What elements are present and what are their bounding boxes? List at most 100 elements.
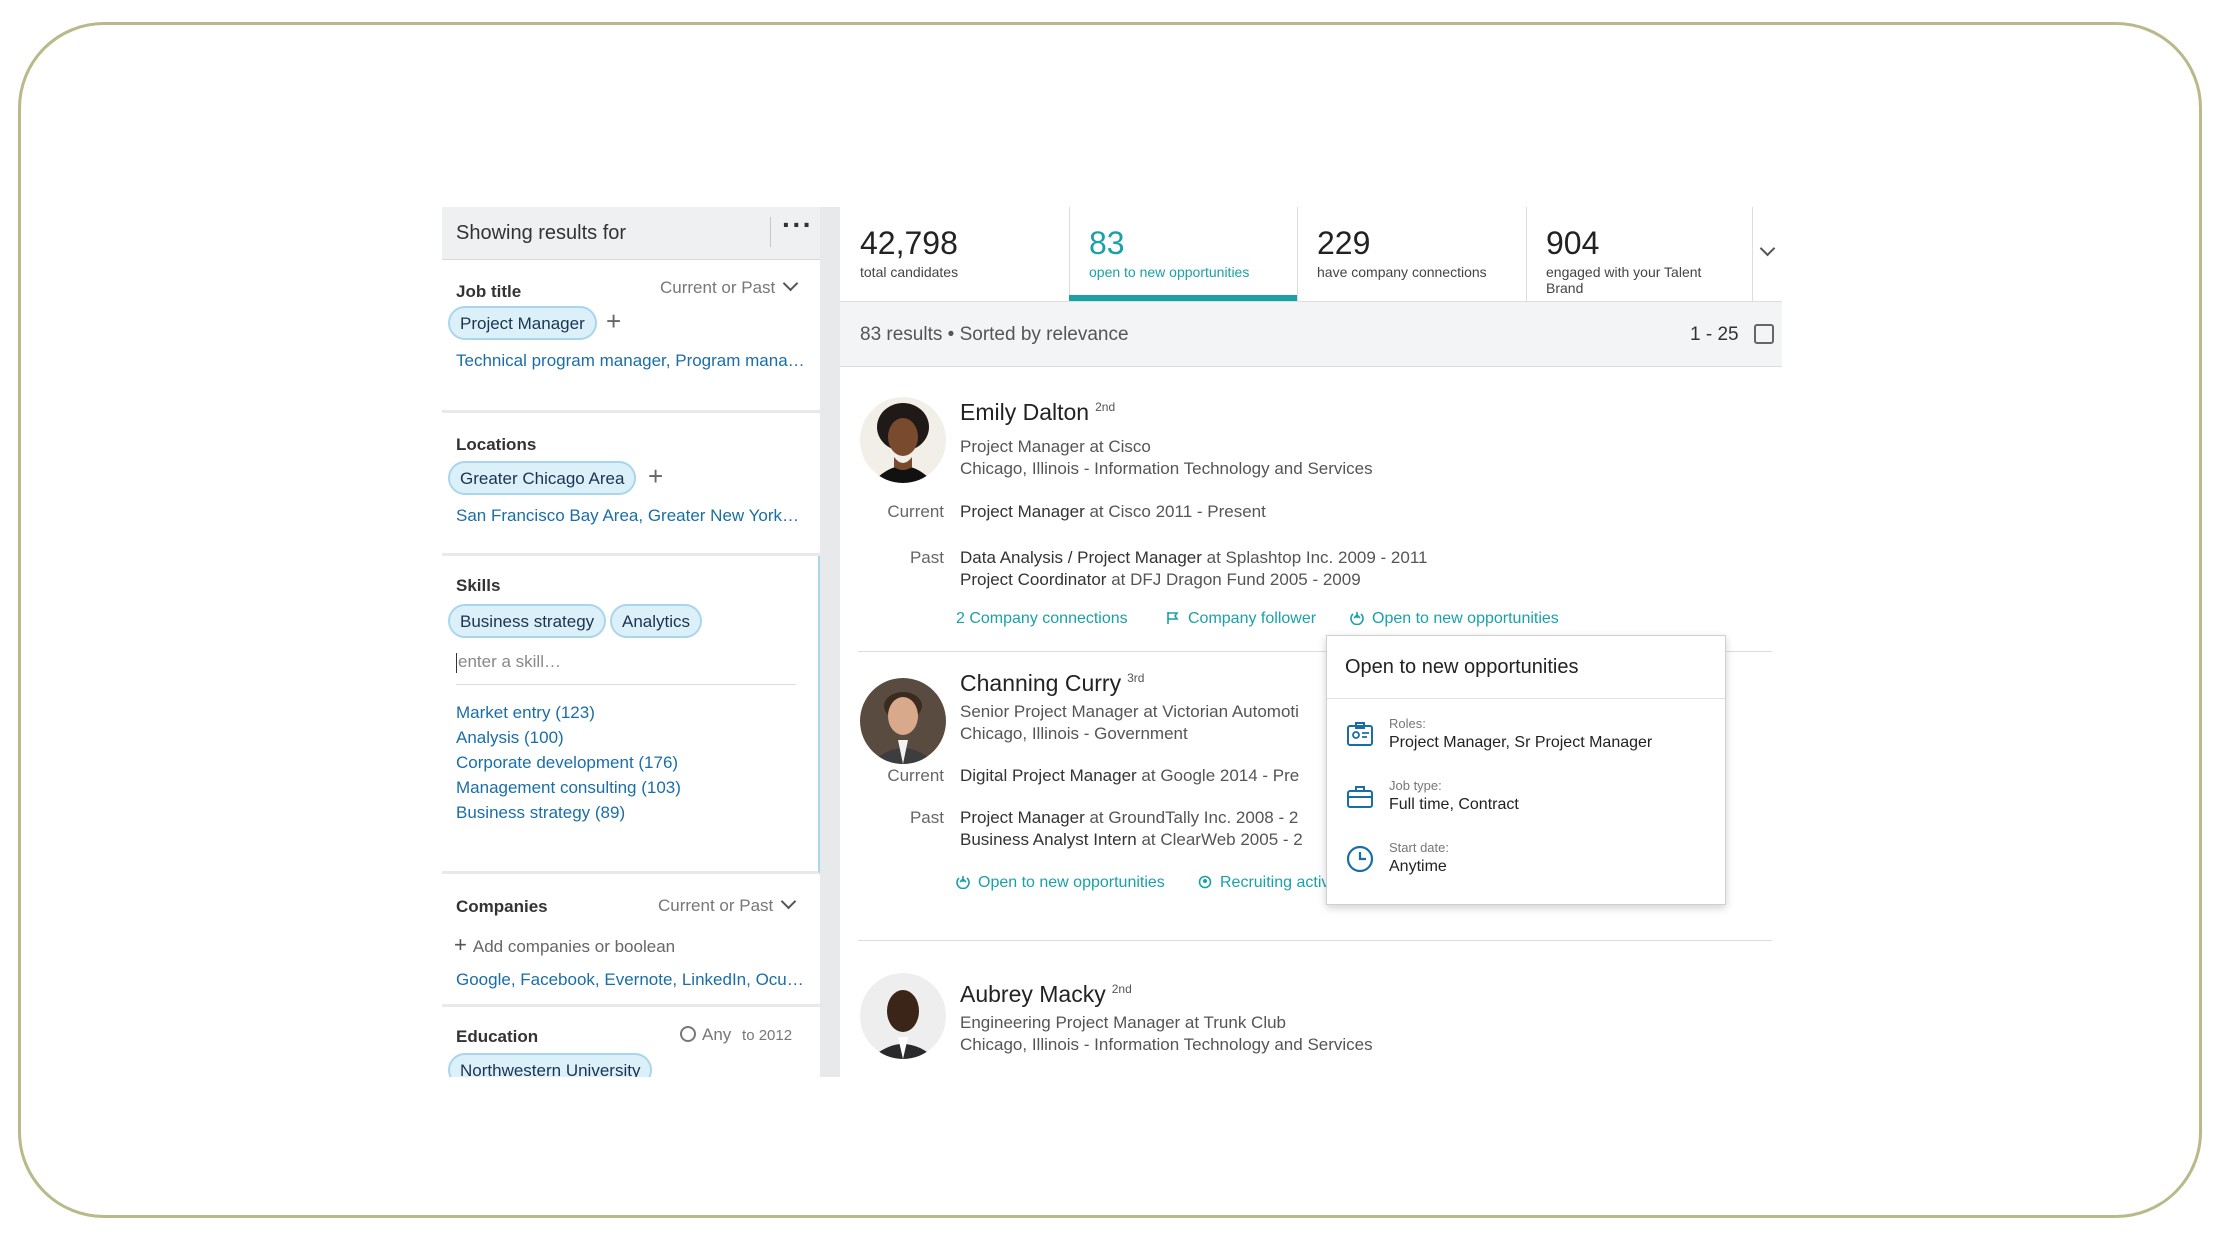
card-divider — [858, 651, 1772, 652]
past-details: at DFJ Dragon Fund 2005 - 2009 — [1106, 570, 1361, 589]
current-label: Current — [887, 502, 944, 521]
avatar-photo-icon — [860, 973, 946, 1059]
chip-greater-chicago-area[interactable]: Greater Chicago Area — [448, 461, 637, 495]
stat-talent-brand[interactable]: 904 engaged with your Talent Brand — [1526, 207, 1753, 301]
current-details: at Cisco 2011 - Present — [1084, 502, 1266, 521]
popover-label: Roles: — [1389, 716, 1426, 731]
candidate-headline: Senior Project Manager at Victorian Auto… — [960, 702, 1299, 721]
past-position: Business Analyst Intern at ClearWeb 2005… — [960, 830, 1303, 850]
sidebar-scrollbar[interactable] — [820, 207, 840, 1077]
job-title-label: Job title — [456, 282, 522, 301]
select-all-checkbox[interactable] — [1754, 324, 1774, 344]
location-suggestions[interactable]: San Francisco Bay Area, Greater New York… — [456, 506, 799, 525]
skill-input-underline — [456, 684, 796, 685]
locations-section: Locations Greater Chicago Area + San Fra… — [442, 413, 820, 556]
chevron-down-icon — [782, 275, 799, 292]
education-date-range[interactable]: Any to 2012 — [680, 1025, 792, 1045]
company-follower-label: Company follower — [1188, 610, 1317, 627]
past-role: Data Analysis / Project Manager — [960, 548, 1202, 567]
chevron-down-icon — [780, 893, 797, 910]
open-to-opportunities-link[interactable]: Open to new opportunities — [956, 874, 1165, 892]
add-location-icon[interactable]: + — [648, 461, 664, 491]
skill-suggestion[interactable]: Business strategy (89) — [456, 803, 626, 822]
past-details: at ClearWeb 2005 - 2 — [1136, 830, 1303, 849]
open-to-opportunities-popover: Open to new opportunities Roles: Project… — [1326, 635, 1726, 905]
refresh-icon — [680, 1026, 696, 1042]
recruiting-activity-link[interactable]: Recruiting activity — [1198, 874, 1345, 892]
open-to-opportunities-link[interactable]: Open to new opportunities — [1350, 610, 1559, 628]
skill-suggestion[interactable]: Management consulting (103) — [456, 778, 681, 797]
more-options-icon[interactable]: ··· — [782, 209, 813, 240]
range-to: to 2012 — [742, 1027, 793, 1044]
skill-input[interactable]: enter a skill… — [456, 652, 561, 673]
avatar[interactable] — [860, 397, 946, 483]
connection-degree: 3rd — [1127, 671, 1145, 686]
companies-filter-dropdown[interactable]: Current or Past — [658, 893, 797, 916]
candidate-headline: Engineering Project Manager at Trunk Clu… — [960, 1013, 1287, 1032]
sidebar-header: Showing results for ··· — [442, 207, 820, 260]
candidate-name[interactable]: Aubrey Macky 2nd — [960, 981, 1132, 1008]
stat-open-to-opportunities[interactable]: 83 open to new opportunities — [1069, 207, 1298, 301]
chip-northwestern-university[interactable]: Northwestern University — [448, 1053, 653, 1077]
skill-input-placeholder: enter a skill… — [458, 652, 561, 671]
flag-icon — [1167, 612, 1179, 624]
stat-number: 83 — [1089, 225, 1125, 261]
clock-icon — [1346, 845, 1374, 873]
connection-degree: 2nd — [1095, 400, 1116, 415]
results-range: 1 - 25 — [1690, 324, 1739, 345]
recruiter-app: Showing results for ··· Job title Curren… — [442, 207, 1782, 1077]
candidate-location: Chicago, Illinois - Information Technolo… — [960, 1035, 1373, 1054]
past-position: Project Coordinator at DFJ Dragon Fund 2… — [960, 570, 1361, 590]
add-companies-button[interactable]: + Add companies or boolean — [454, 932, 675, 958]
results-summary-bar: 83 results • Sorted by relevance 1 - 25 — [840, 302, 1782, 367]
skill-suggestion[interactable]: Analysis (100) — [456, 728, 564, 747]
candidate-card[interactable]: Aubrey Macky 2nd Engineering Project Mana… — [840, 941, 1782, 1077]
stat-total-candidates[interactable]: 42,798 total candidates — [840, 207, 1070, 301]
companies-section: Companies Current or Past + Add companies… — [442, 874, 820, 1007]
past-details: at Splashtop Inc. 2009 - 2011 — [1201, 548, 1428, 567]
chip-project-manager[interactable]: Project Manager — [448, 306, 597, 340]
open-to-opportunities-label: Open to new opportunities — [978, 874, 1165, 891]
job-title-filter-dropdown[interactable]: Current or Past — [660, 275, 799, 298]
avatar[interactable] — [860, 678, 946, 764]
avatar[interactable] — [860, 973, 946, 1059]
add-job-title-icon[interactable]: + — [606, 306, 622, 336]
locations-label: Locations — [456, 435, 537, 454]
stat-label: open to new opportunities — [1089, 264, 1250, 280]
candidate-name[interactable]: Channing Curry 3rd — [960, 670, 1144, 697]
job-title-suggestions[interactable]: Technical program manager, Program mana… — [456, 351, 805, 370]
company-connections-link[interactable]: 2 Company connections — [956, 610, 1128, 627]
stats-bar: 42,798 total candidates 83 open to new o… — [840, 207, 1782, 302]
sidebar-title: Showing results for — [456, 222, 627, 244]
skills-label: Skills — [456, 576, 501, 595]
text-caret — [456, 652, 457, 673]
opportunity-icon — [1350, 612, 1364, 625]
company-suggestions[interactable]: Google, Facebook, Evernote, LinkedIn, Oc… — [456, 970, 804, 989]
current-details: at Google 2014 - Pre — [1136, 766, 1300, 785]
current-label: Current — [887, 766, 944, 785]
company-follower-link[interactable]: Company follower — [1166, 610, 1316, 628]
chevron-down-icon[interactable] — [1759, 240, 1776, 257]
header-divider — [770, 217, 771, 247]
stat-company-connections[interactable]: 229 have company connections — [1297, 207, 1527, 301]
range-any: Any — [702, 1025, 732, 1044]
chip-analytics[interactable]: Analytics — [610, 604, 703, 638]
recruiting-activity-icon — [1198, 875, 1212, 889]
skill-suggestion[interactable]: Market entry (123) — [456, 703, 595, 722]
skill-suggestion[interactable]: Corporate development (176) — [456, 753, 679, 772]
candidate-card[interactable]: Emily Dalton 2nd Project Manager at Cisco… — [840, 367, 1782, 652]
chip-business-strategy[interactable]: Business strategy — [448, 604, 607, 638]
candidate-card[interactable]: Channing Curry 3rd Senior Project Manager… — [840, 652, 1782, 941]
opportunity-icon — [956, 876, 970, 889]
stat-number: 42,798 — [860, 225, 958, 261]
current-role: Project Manager — [960, 502, 1085, 521]
popover-value: Anytime — [1389, 858, 1447, 875]
companies-filter-label: Current or Past — [658, 896, 774, 915]
past-label: Past — [909, 808, 944, 827]
past-position: Data Analysis / Project Manager at Splas… — [960, 548, 1427, 568]
companies-label: Companies — [456, 897, 548, 916]
skills-section: Skills Business strategy Analytics enter… — [442, 556, 820, 874]
add-companies-label: Add companies or boolean — [472, 937, 676, 956]
candidate-name[interactable]: Emily Dalton 2nd — [960, 399, 1115, 426]
outer-frame — [18, 22, 2202, 1218]
